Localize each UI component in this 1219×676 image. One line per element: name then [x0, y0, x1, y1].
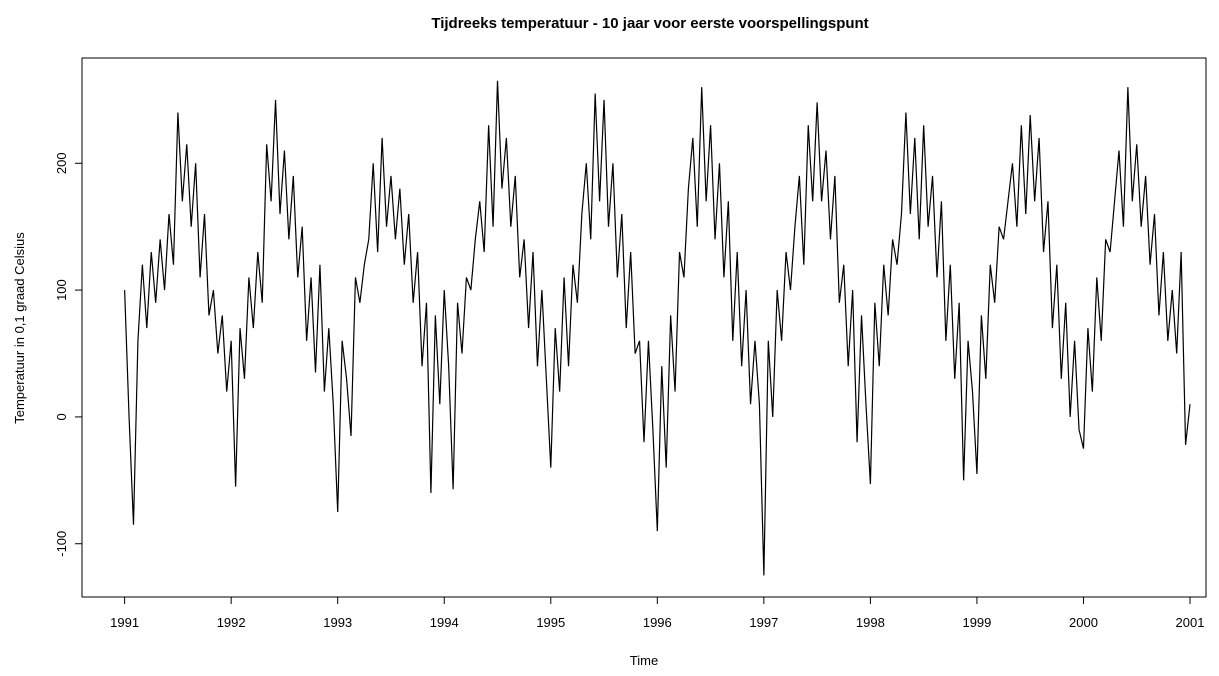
- x-tick-label: 1993: [323, 615, 352, 630]
- temperature-line: [124, 80, 1191, 576]
- chart-title: Tijdreeks temperatuur - 10 jaar voor eer…: [431, 15, 868, 32]
- x-tick-label: 1998: [856, 615, 885, 630]
- plot-frame: [81, 57, 1207, 598]
- y-tick-label: 0: [54, 413, 69, 420]
- x-tick-label: 1991: [110, 615, 139, 630]
- x-tick-label: 1995: [536, 615, 565, 630]
- x-tick-label: 2001: [1176, 615, 1205, 630]
- x-tick-label: 1996: [643, 615, 672, 630]
- x-tick-label: 1992: [217, 615, 246, 630]
- y-tick-label: 200: [54, 152, 69, 174]
- x-tick-label: 1999: [962, 615, 991, 630]
- x-tick-label: 1994: [430, 615, 459, 630]
- y-tick-label: -100: [54, 531, 69, 557]
- x-tick-label: 1997: [749, 615, 778, 630]
- y-axis-label: Temperatuur in 0,1 graad Celsius: [12, 232, 27, 424]
- x-axis-label: Time: [630, 653, 658, 668]
- y-tick-label: 100: [54, 279, 69, 301]
- x-tick-label: 2000: [1069, 615, 1098, 630]
